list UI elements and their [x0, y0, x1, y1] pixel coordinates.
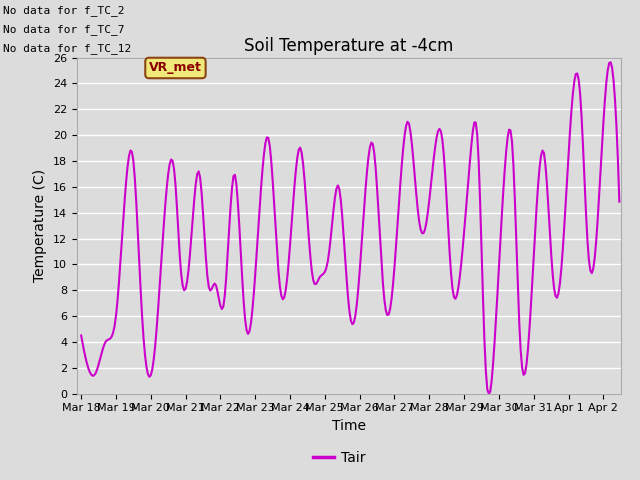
X-axis label: Time: Time [332, 419, 366, 433]
Y-axis label: Temperature (C): Temperature (C) [33, 169, 47, 282]
Text: VR_met: VR_met [149, 61, 202, 74]
Text: No data for f_TC_2: No data for f_TC_2 [3, 5, 125, 16]
Text: No data for f_TC_7: No data for f_TC_7 [3, 24, 125, 35]
Legend: Tair: Tair [307, 445, 371, 471]
Title: Soil Temperature at -4cm: Soil Temperature at -4cm [244, 36, 454, 55]
Text: No data for f_TC_12: No data for f_TC_12 [3, 43, 131, 54]
